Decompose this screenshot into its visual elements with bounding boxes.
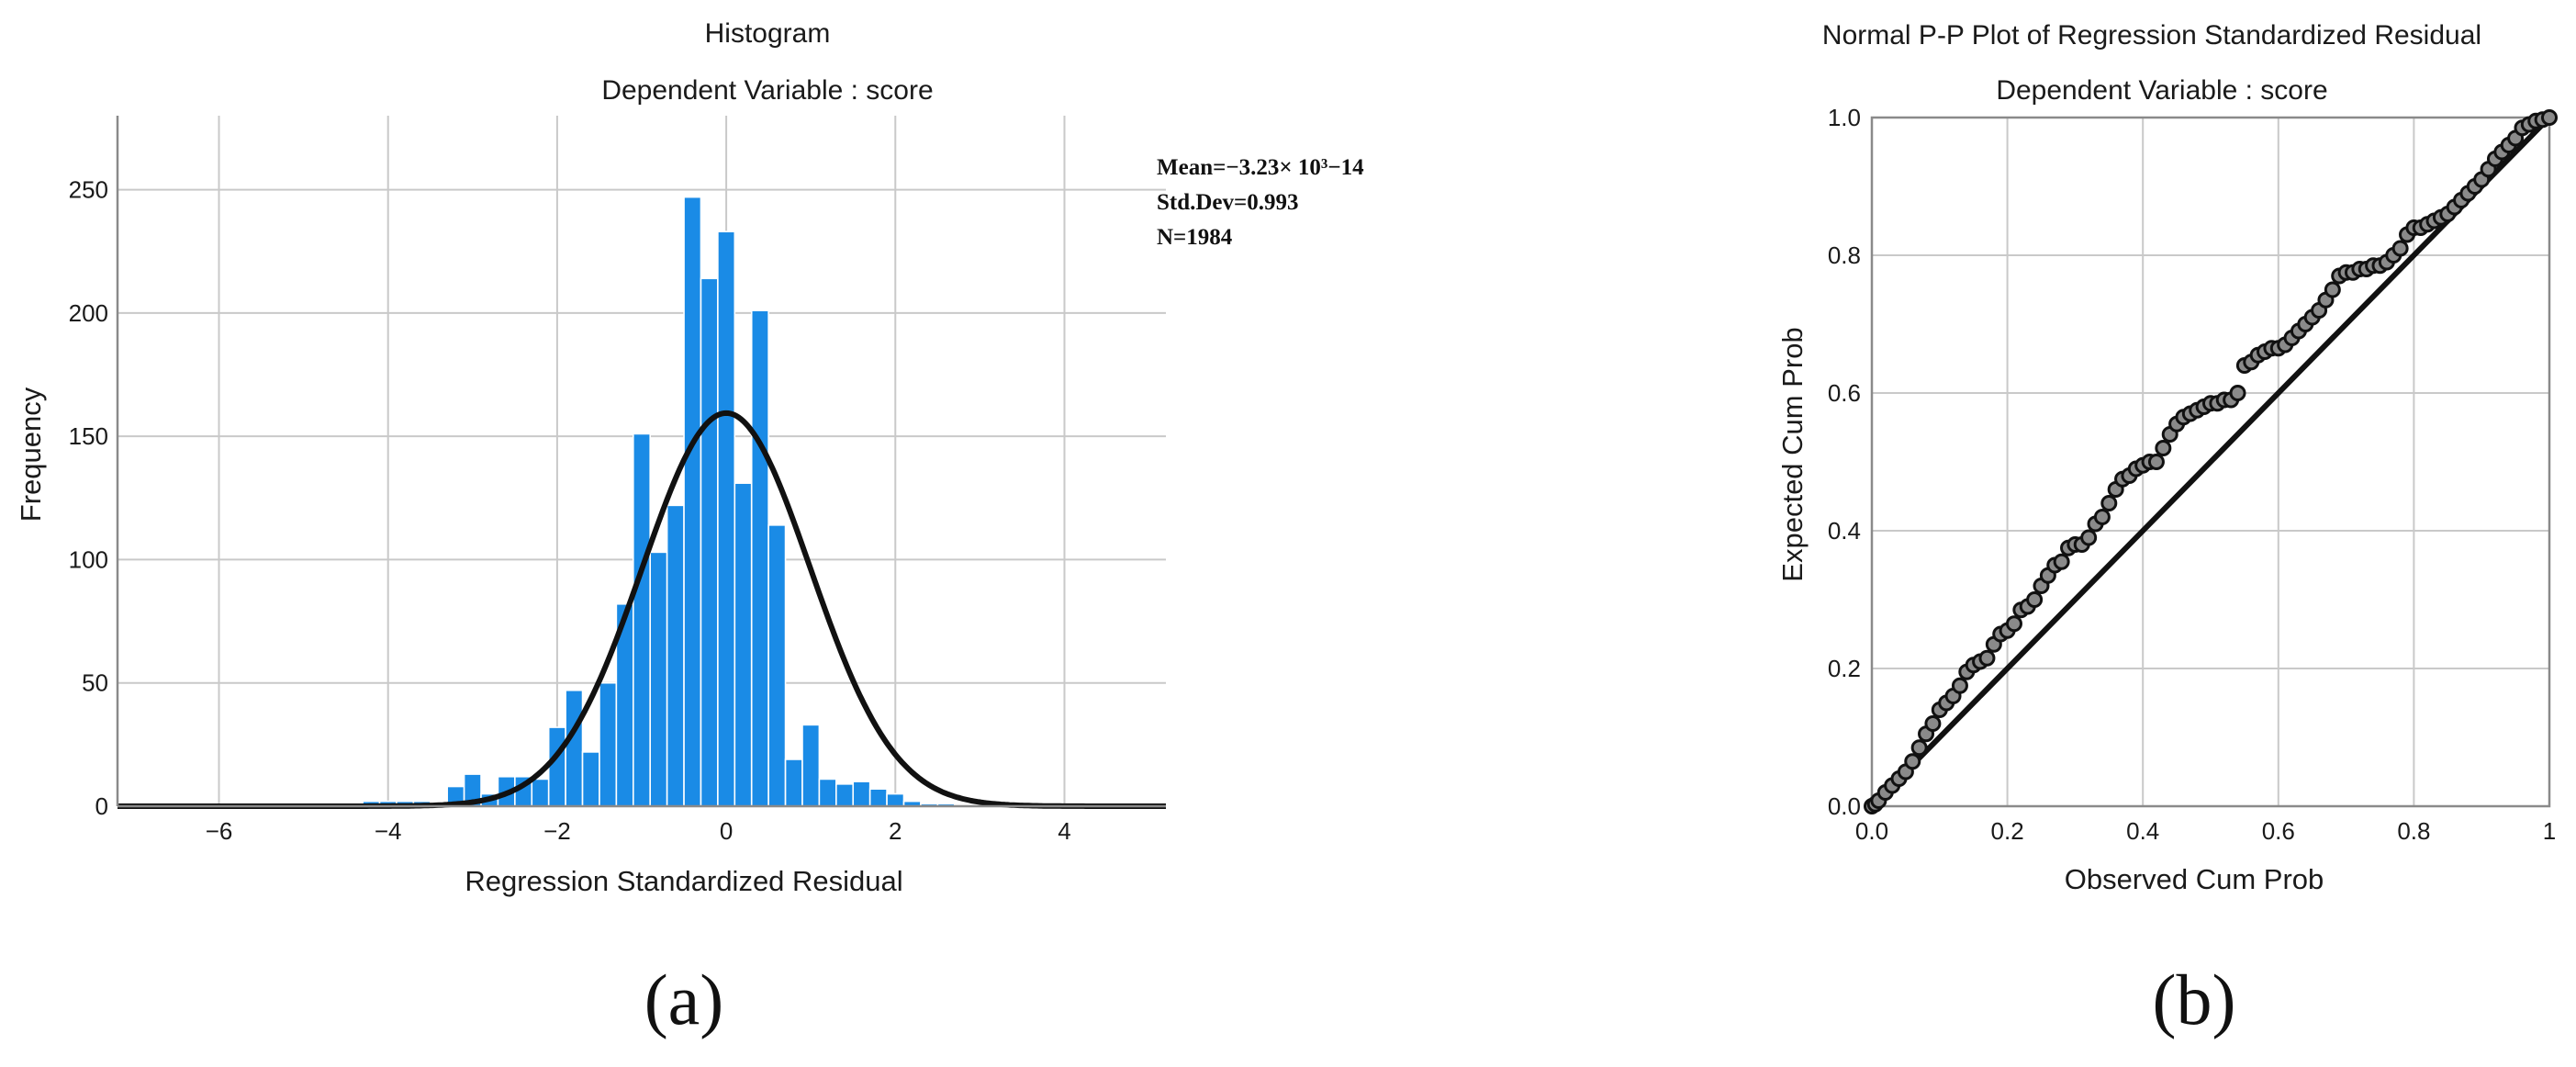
pp-point	[2324, 281, 2341, 298]
panel-label-b: (b)	[2153, 960, 2236, 1039]
histogram-y-tick-label: 50	[82, 669, 108, 697]
histogram-x-tick-label: 4	[1058, 817, 1070, 845]
histogram-bar	[547, 726, 566, 807]
stat-std-dev: Std.Dev=0.993	[1157, 190, 1299, 215]
histogram-bar	[531, 778, 550, 807]
pp-point	[2391, 240, 2409, 257]
pp-plot-y-tick-label: 1.0	[1828, 104, 1861, 131]
pp-plot-panel: Normal P-P Plot of Regression Standardiz…	[1776, 20, 2558, 1039]
histogram-x-tick-label: 0	[720, 817, 733, 845]
pp-point	[2147, 454, 2165, 470]
histogram-bar	[581, 751, 600, 807]
histogram-bar	[835, 783, 855, 807]
pp-point	[2093, 509, 2111, 525]
histogram-y-tick-label: 100	[69, 545, 108, 573]
histogram-bar	[767, 524, 787, 807]
histogram-subtitle: Dependent Variable : score	[601, 75, 933, 106]
histogram-bar	[784, 758, 803, 807]
histogram-bar	[599, 681, 618, 807]
pp-point	[2080, 529, 2098, 546]
pp-plot-y-tick-label: 0.8	[1828, 241, 1861, 269]
pp-point	[2541, 109, 2558, 126]
pp-point	[1978, 649, 1996, 667]
pp-point	[1924, 715, 1942, 732]
histogram-x-tick-label: −6	[206, 817, 233, 845]
histogram-bar	[666, 504, 685, 807]
histogram-y-axis-title: Frequency	[15, 387, 47, 522]
histogram-bar	[649, 551, 668, 807]
histogram-bar	[868, 788, 888, 807]
panel-label-a: (a)	[644, 960, 724, 1039]
pp-point	[2026, 591, 2044, 608]
histogram-bar	[801, 724, 821, 807]
pp-point	[1951, 677, 1968, 694]
histogram-bar	[818, 778, 837, 807]
pp-plot-title: Normal P-P Plot of Regression Standardiz…	[1822, 20, 2481, 51]
histogram-bar	[852, 781, 871, 807]
pp-point	[1910, 739, 1928, 757]
pp-point	[2100, 495, 2118, 511]
histogram-bar	[734, 482, 753, 807]
histogram-panel: Histogram Dependent Variable : score −6−…	[15, 18, 1364, 1039]
histogram-tick-labels: −6 −4 −2 0 2 4 0 50 100 150 200 250	[69, 176, 1071, 845]
histogram-y-tick-label: 150	[69, 422, 108, 450]
histogram-x-tick-label: 2	[889, 817, 902, 845]
pp-point	[2229, 385, 2246, 401]
histogram-x-tick-label: −4	[375, 817, 402, 845]
pp-plot-x-axis-title: Observed Cum Prob	[2065, 863, 2324, 895]
pp-plot-y-tick-label: 0.6	[1828, 379, 1861, 407]
pp-plot-x-tick-label: 0.8	[2397, 817, 2430, 845]
pp-plot-subtitle: Dependent Variable : score	[1996, 75, 2327, 106]
histogram-axes	[116, 116, 1166, 808]
pp-plot-x-tick-label: 1	[2543, 817, 2556, 845]
histogram-bar	[750, 309, 769, 807]
pp-plot-axes	[1870, 116, 2551, 808]
histogram-y-tick-label: 250	[69, 176, 108, 204]
pp-plot-y-tick-label: 0.4	[1828, 517, 1861, 545]
pp-plot-x-tick-label: 0.2	[1991, 817, 2024, 845]
histogram-y-tick-label: 200	[69, 299, 108, 327]
histogram-bar	[717, 230, 736, 807]
pp-reference-line	[1869, 115, 2552, 809]
histogram-x-axis-title: Regression Standardized Residual	[465, 865, 902, 897]
histogram-bar	[632, 432, 652, 807]
histogram-bar	[683, 196, 702, 807]
pp-plot-y-tick-label: 0.0	[1828, 792, 1861, 820]
pp-points	[1864, 109, 2558, 814]
stat-n: N=1984	[1157, 225, 1233, 250]
pp-plot-x-tick-label: 0.0	[1855, 817, 1888, 845]
pp-plot-x-tick-label: 0.6	[2262, 817, 2295, 845]
histogram-x-tick-label: −2	[543, 817, 571, 845]
pp-plot-x-tick-label: 0.4	[2126, 817, 2159, 845]
histogram-title: Histogram	[705, 18, 831, 49]
pp-plot-frame	[1870, 116, 2551, 808]
pp-plot-y-axis-title: Expected Cum Prob	[1776, 327, 1809, 581]
histogram-y-tick-label: 0	[95, 792, 108, 820]
pp-plot-y-tick-label: 0.2	[1828, 655, 1861, 682]
histogram-bar	[886, 792, 905, 807]
pp-point	[2005, 615, 2022, 633]
histogram-bar	[700, 277, 719, 807]
pp-point	[2053, 553, 2070, 570]
stat-mean: Mean=−3.23× 10³−14	[1157, 155, 1364, 180]
pp-point	[2155, 440, 2172, 456]
pp-plot-tick-labels: 0.0 0.2 0.4 0.6 0.8 1 0.0 0.2 0.4 0.6 0.8 1.0	[1828, 104, 2556, 845]
histogram-bar	[565, 689, 584, 807]
histogram-bars	[362, 196, 956, 807]
pp-point	[1904, 753, 1921, 770]
